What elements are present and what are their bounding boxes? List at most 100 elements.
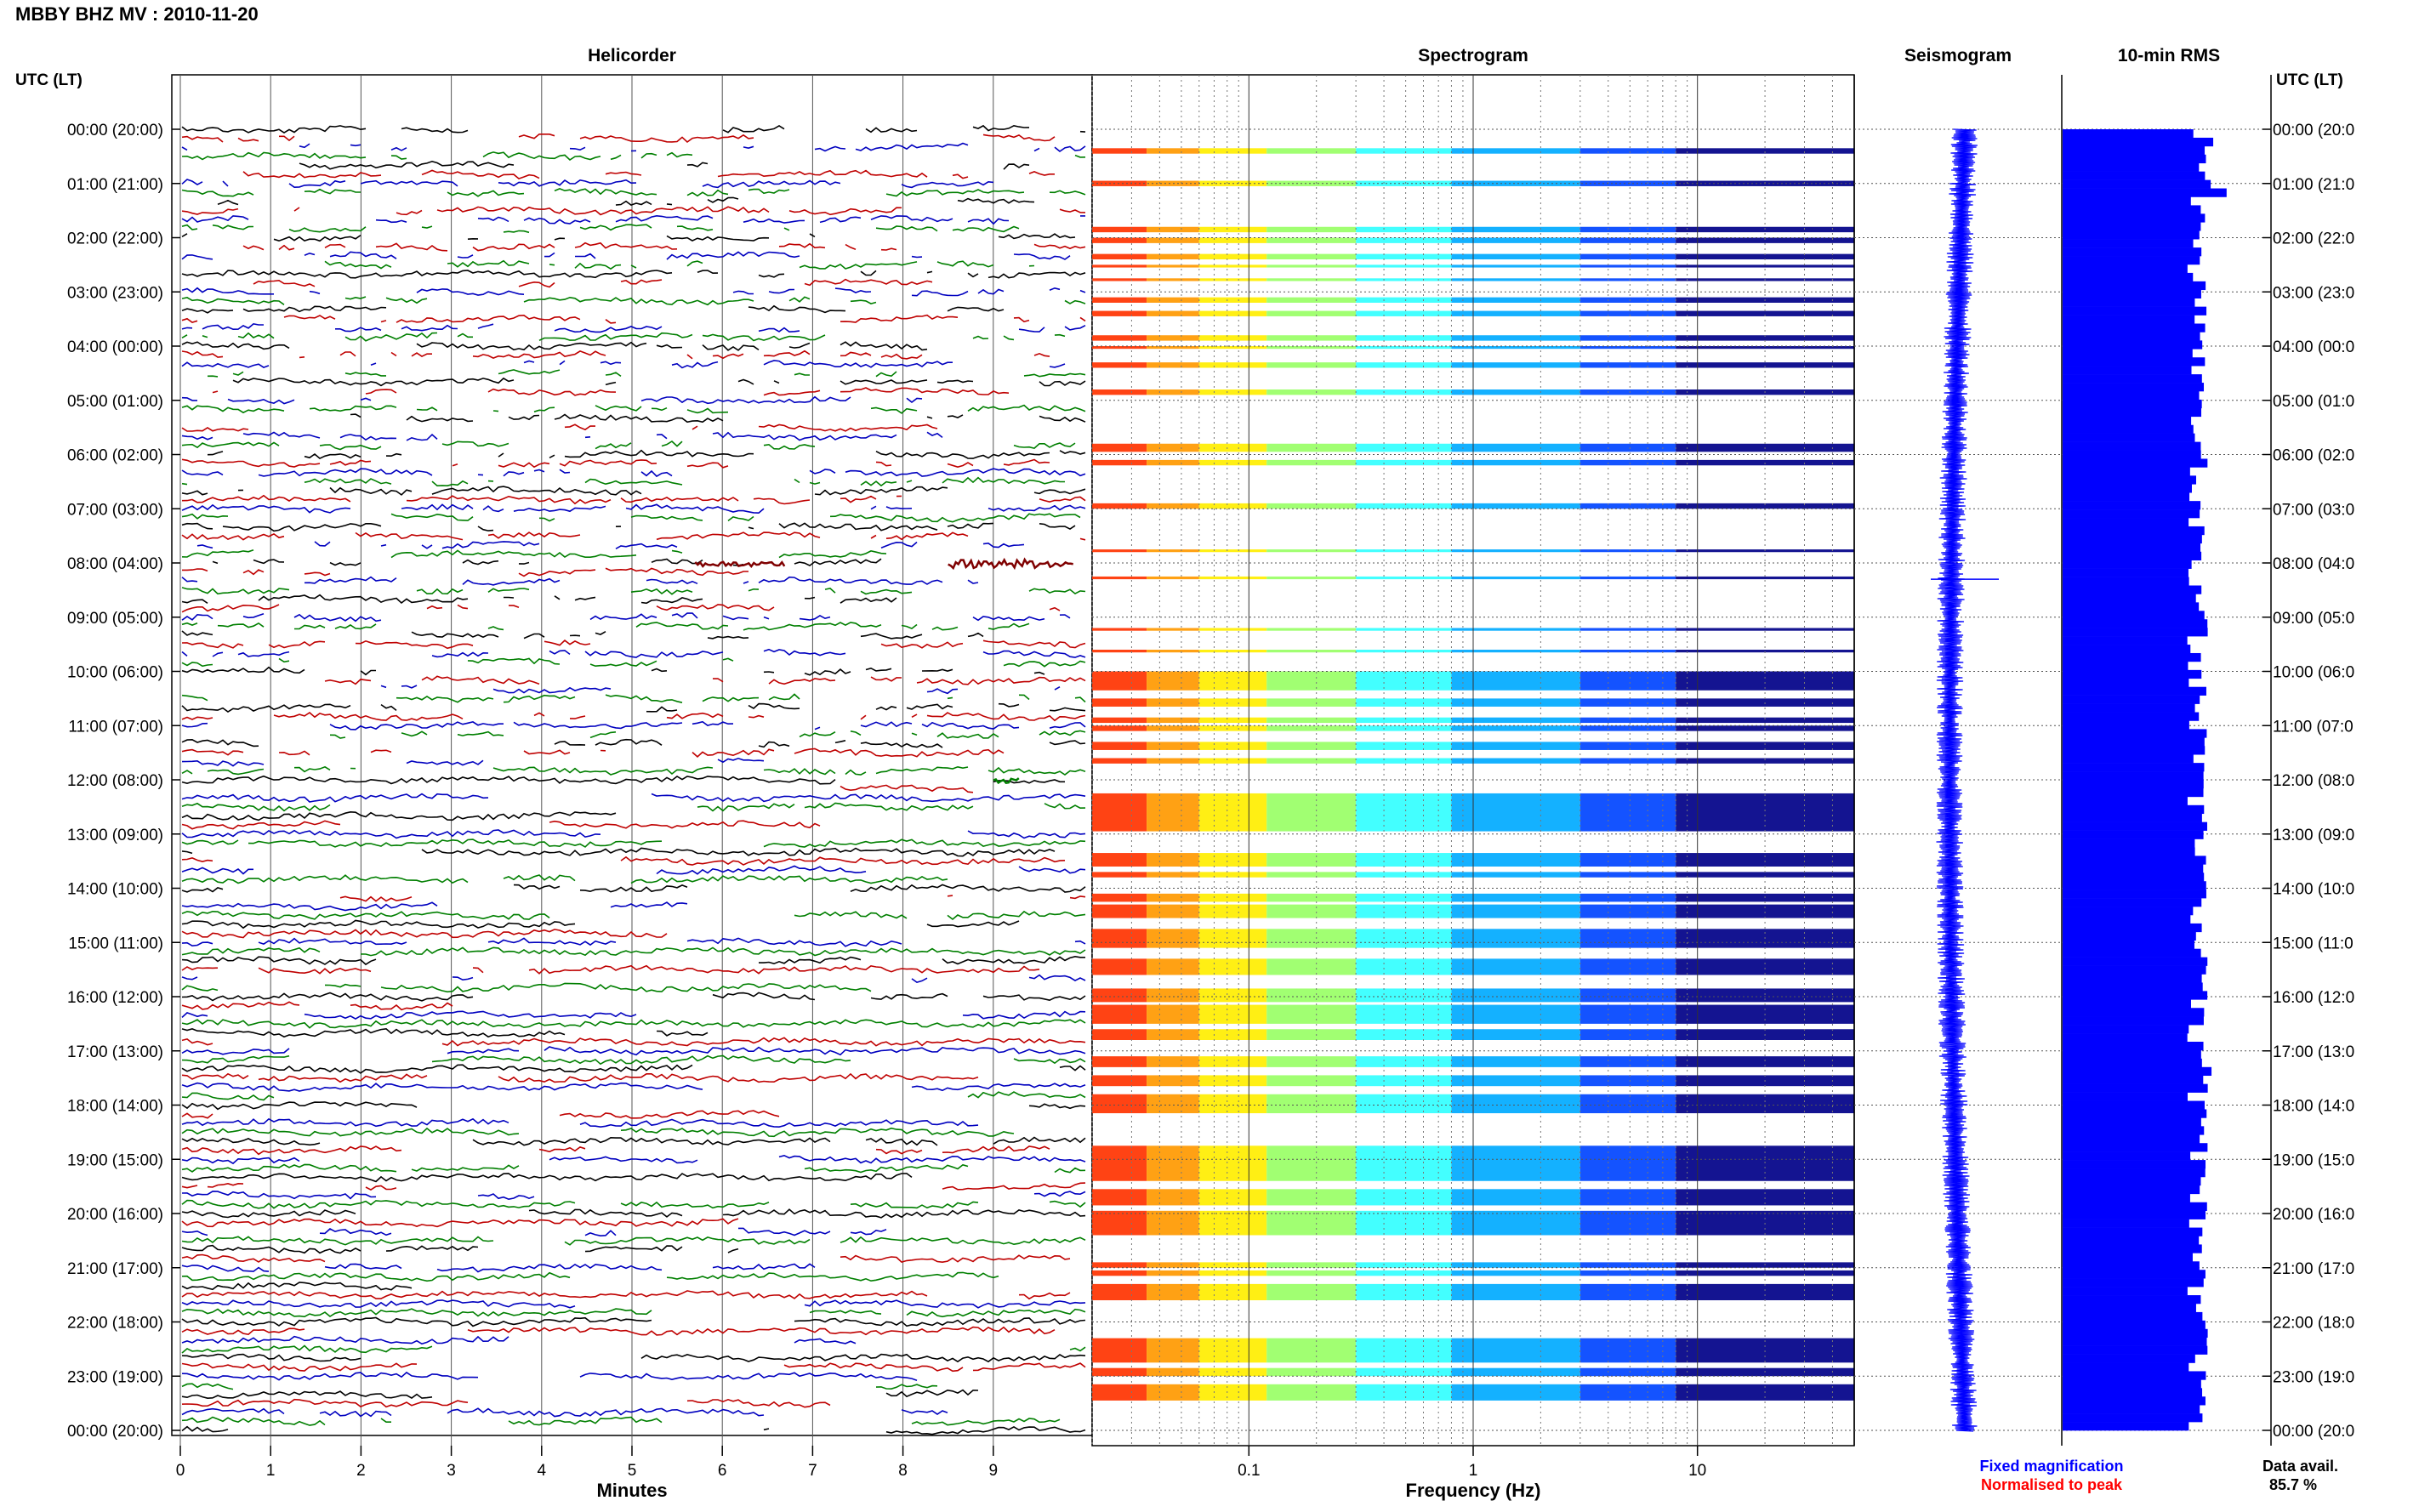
- hour-label-right: 16:00 (12:0: [2273, 989, 2354, 1007]
- helicorder-trace: [181, 630, 984, 639]
- spectrogram-cell: [1451, 226, 1580, 233]
- rms-bar: [2063, 712, 2200, 721]
- hour-label: 16:00 (12:00): [67, 989, 163, 1007]
- spectrogram-cell: [1147, 1338, 1199, 1363]
- rms-bar: [2063, 1422, 2189, 1431]
- rms-bar: [2063, 315, 2195, 324]
- spectrogram-cell: [1676, 650, 1854, 653]
- spectrogram-cell: [1676, 1056, 1854, 1067]
- spectrogram-cell: [1676, 1189, 1854, 1206]
- spectrogram-cell: [1451, 628, 1580, 631]
- spectrogram-cell: [1579, 180, 1676, 186]
- rms-bar: [2063, 787, 2204, 798]
- spectrogram-cell: [1198, 1004, 1267, 1024]
- hour-label-right: 06:00 (02:0: [2273, 447, 2354, 465]
- seismogram-title: Seismogram: [1904, 46, 2012, 65]
- rms-bar: [2063, 1253, 2193, 1262]
- rms-bar: [2063, 1049, 2201, 1060]
- spectrogram-cell: [1198, 443, 1267, 452]
- helicorder-trace: [181, 296, 1086, 306]
- rms-bar: [2063, 1396, 2206, 1406]
- helicorder-trace: [181, 1154, 1086, 1165]
- hour-label: 09:00 (05:00): [67, 610, 163, 628]
- spectrogram-cell: [1579, 226, 1676, 233]
- helicorder-trace: [181, 1425, 1086, 1435]
- spectrogram-cell: [1147, 742, 1199, 750]
- hour-labels-left: 00:00 (20:00) 01:00 (21:00) 02:00 (22:00) 0…: [67, 122, 163, 1441]
- rms-bar: [2063, 281, 2206, 291]
- spectrogram-cell: [1676, 628, 1854, 631]
- minute-tick-label: 0: [176, 1462, 185, 1480]
- spectrogram-cell: [1579, 1075, 1676, 1087]
- spectrogram-cell: [1092, 576, 1147, 580]
- spectrogram-cell: [1579, 1210, 1676, 1236]
- helicorder-trace: [181, 1110, 780, 1119]
- spectrogram-cell: [1198, 793, 1267, 832]
- spectrogram-cell: [1092, 1075, 1147, 1087]
- rms-bar: [2063, 1270, 2206, 1279]
- rms-bar: [2063, 323, 2206, 333]
- spectrogram-cell: [1579, 1056, 1676, 1067]
- rms-bar: [2063, 1405, 2200, 1414]
- spectrogram-cell: [1198, 958, 1267, 975]
- helicorder-trace: [181, 1344, 1086, 1354]
- rms-bar: [2063, 1016, 2204, 1026]
- rms-bar: [2063, 1219, 2189, 1228]
- spectrogram-cell: [1266, 503, 1357, 509]
- hour-label-right: 11:00 (07:0: [2273, 718, 2354, 736]
- spectrogram-cell: [1198, 988, 1267, 1003]
- minute-tick-label: 3: [447, 1462, 456, 1480]
- rms-bar: [2063, 1287, 2188, 1296]
- hour-label: 23:00 (19:00): [67, 1368, 163, 1386]
- helicorder-trace: [181, 639, 1086, 650]
- spectrogram-cell: [1451, 929, 1580, 948]
- spectrogram-cell: [1451, 389, 1580, 395]
- spectrogram-cell: [1356, 650, 1452, 653]
- helicorder-trace: [181, 1117, 979, 1128]
- helicorder-trace: [181, 270, 1086, 279]
- spectrogram-cell: [1356, 278, 1452, 281]
- spectrogram-cell: [1451, 650, 1580, 653]
- helicorder-trace: [181, 431, 943, 441]
- spectrogram-cell: [1092, 853, 1147, 867]
- spectrogram-cell: [1451, 1056, 1580, 1067]
- spectrogram-cell: [1198, 503, 1267, 509]
- spectrogram-cell: [1198, 1075, 1267, 1087]
- spectrogram-cell: [1092, 1367, 1147, 1377]
- spectrogram-cell: [1356, 1262, 1452, 1268]
- spectrogram-cell: [1198, 148, 1267, 154]
- spectrogram-cell: [1676, 853, 1854, 867]
- spectrogram-cell: [1198, 1056, 1267, 1067]
- helicorder-event: [694, 560, 786, 569]
- spectrogram-cell: [1147, 1004, 1199, 1024]
- helicorder-trace: [182, 595, 1060, 604]
- helicorder-trace: [181, 476, 1066, 487]
- rms-bar: [2063, 890, 2206, 899]
- hour-label-right: 09:00 (05:0: [2273, 610, 2354, 628]
- helicorder-xlabel: Minutes: [596, 1480, 667, 1501]
- spectrogram-cell: [1579, 1384, 1676, 1401]
- spectrogram-cell: [1676, 362, 1854, 368]
- spectrogram-cell: [1266, 1056, 1357, 1067]
- spectrogram-cell: [1092, 1210, 1147, 1236]
- hour-label-right: 10:00 (06:0: [2273, 664, 2354, 682]
- helicorder-trace: [181, 820, 821, 830]
- spectrogram-cell: [1579, 1338, 1676, 1363]
- spectrogram-cell: [1676, 148, 1854, 154]
- spectrogram-cell: [1266, 237, 1357, 243]
- helicorder-trace: [181, 1316, 1086, 1327]
- minute-tick-label: 7: [808, 1462, 817, 1480]
- helicorder-trace: [181, 1091, 1086, 1101]
- rms-bar: [2063, 239, 2194, 248]
- spectrogram-cell: [1579, 650, 1676, 653]
- hour-label: 17:00 (13:00): [67, 1043, 163, 1061]
- spectrogram-cell: [1092, 650, 1147, 653]
- helicorder-trace: [181, 314, 1086, 324]
- hour-label: 13:00 (09:00): [67, 827, 163, 844]
- hour-label-right: 21:00 (17:0: [2273, 1260, 2354, 1278]
- helicorder-trace: [181, 1182, 1086, 1191]
- helicorder-trace: [350, 413, 1086, 423]
- spectrogram-cell: [1266, 628, 1357, 631]
- rms-bar: [2063, 332, 2200, 341]
- spectrogram-cell: [1266, 1189, 1357, 1206]
